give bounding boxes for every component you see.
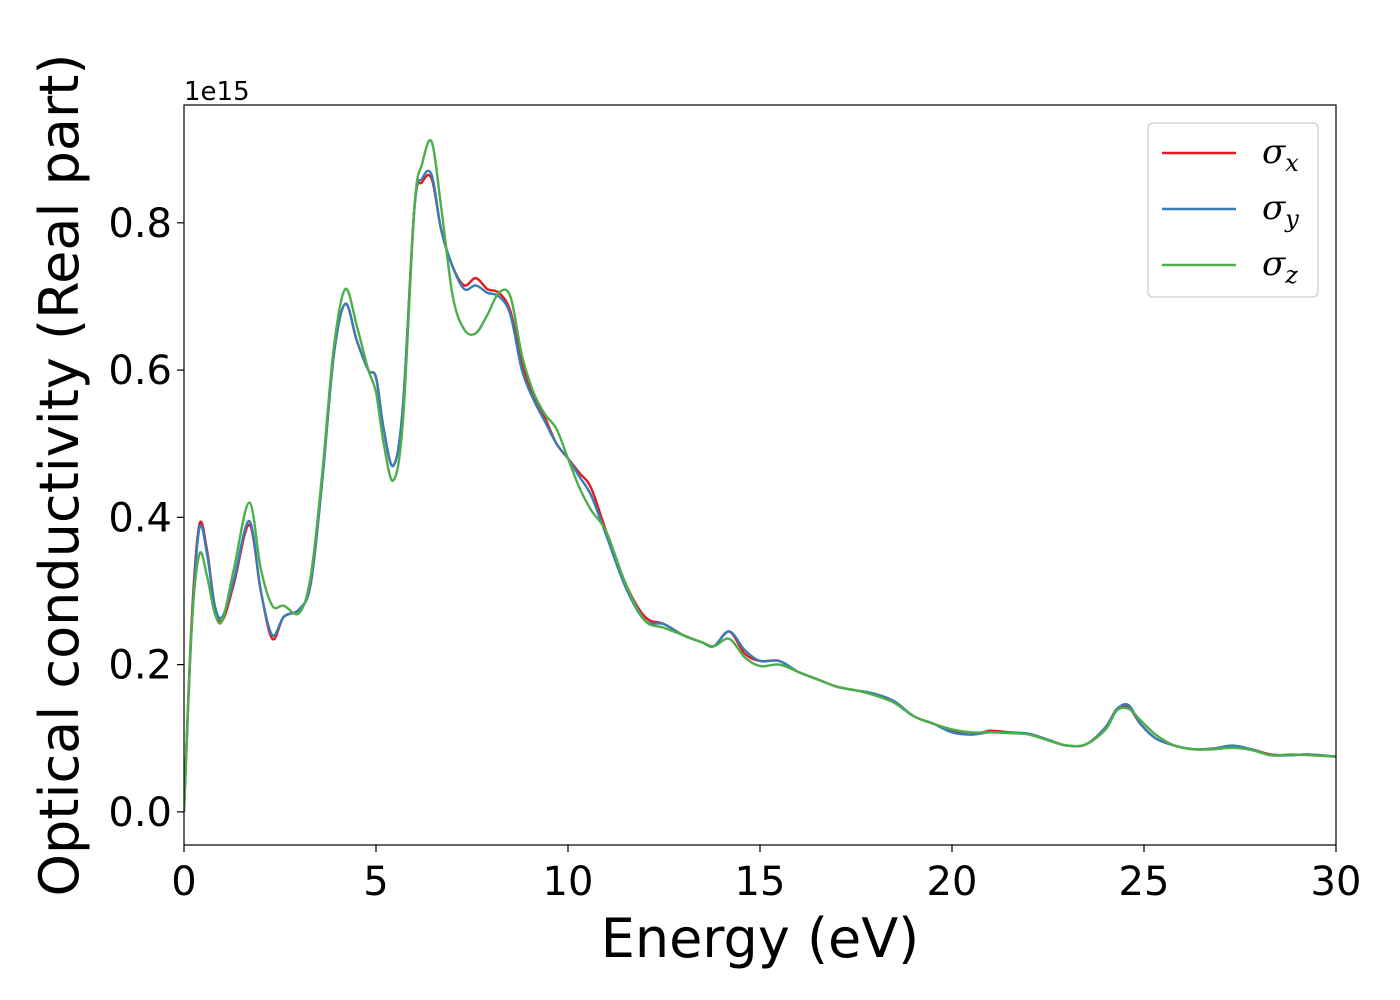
y-tick-label: 0.2: [108, 643, 172, 689]
x-axis: 0 5 10 15 20 25 30: [171, 845, 1361, 905]
x-tick-label: 20: [927, 859, 978, 905]
legend-label-z: σz: [1262, 244, 1298, 289]
x-tick-label: 0: [171, 859, 196, 905]
x-tick-label: 5: [363, 859, 388, 905]
y-tick-label: 0.6: [108, 348, 172, 394]
series-line-z: [184, 138, 1336, 812]
y-axis-title: Optical conductivity (Real part): [28, 54, 91, 897]
legend: σx σy σz: [1147, 122, 1319, 298]
y-tick-label: 0.4: [108, 495, 172, 541]
series-layer: [184, 138, 1336, 812]
plot-background: [184, 105, 1336, 845]
x-tick-label: 15: [735, 859, 786, 905]
legend-label-x: σx: [1262, 132, 1299, 177]
y-tick-label: 0.0: [108, 790, 172, 836]
x-axis-title: Energy (eV): [601, 907, 920, 970]
y-offset-text: 1e15: [184, 77, 250, 107]
x-tick-label: 10: [543, 859, 594, 905]
x-tick-label: 25: [1119, 859, 1170, 905]
x-tick-label: 30: [1311, 859, 1362, 905]
y-axis: 0.0 0.2 0.4 0.6 0.8: [108, 201, 184, 836]
y-tick-label: 0.8: [108, 201, 172, 247]
legend-label-y: σy: [1262, 188, 1299, 233]
